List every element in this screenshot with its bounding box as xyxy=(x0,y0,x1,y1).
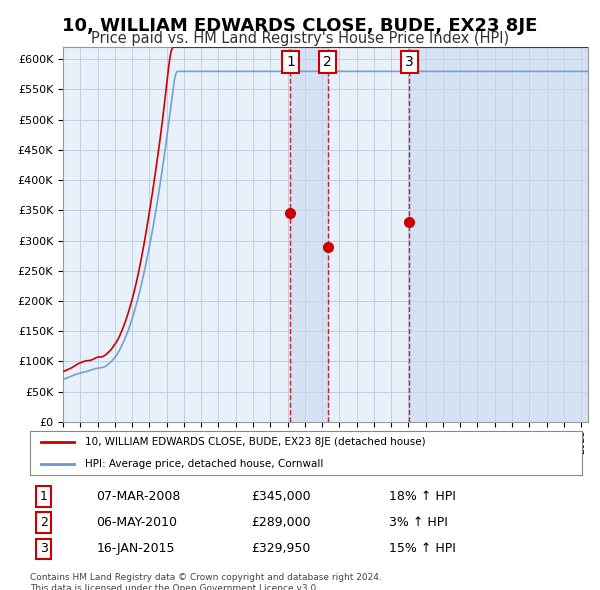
Text: 1: 1 xyxy=(40,490,48,503)
Text: 10, WILLIAM EDWARDS CLOSE, BUDE, EX23 8JE: 10, WILLIAM EDWARDS CLOSE, BUDE, EX23 8J… xyxy=(62,17,538,35)
Text: 10, WILLIAM EDWARDS CLOSE, BUDE, EX23 8JE (detached house): 10, WILLIAM EDWARDS CLOSE, BUDE, EX23 8J… xyxy=(85,437,426,447)
Text: 07-MAR-2008: 07-MAR-2008 xyxy=(96,490,181,503)
Text: 16-JAN-2015: 16-JAN-2015 xyxy=(96,542,175,555)
Text: £345,000: £345,000 xyxy=(251,490,310,503)
Text: HPI: Average price, detached house, Cornwall: HPI: Average price, detached house, Corn… xyxy=(85,459,323,469)
Text: Price paid vs. HM Land Registry's House Price Index (HPI): Price paid vs. HM Land Registry's House … xyxy=(91,31,509,45)
Text: 3% ↑ HPI: 3% ↑ HPI xyxy=(389,516,448,529)
Text: 06-MAY-2010: 06-MAY-2010 xyxy=(96,516,177,529)
Text: 2: 2 xyxy=(323,55,332,69)
Text: Contains HM Land Registry data © Crown copyright and database right 2024.
This d: Contains HM Land Registry data © Crown c… xyxy=(30,573,382,590)
Text: 1: 1 xyxy=(286,55,295,69)
Text: £289,000: £289,000 xyxy=(251,516,310,529)
Text: 3: 3 xyxy=(405,55,413,69)
Text: 18% ↑ HPI: 18% ↑ HPI xyxy=(389,490,455,503)
Bar xyxy=(409,47,588,422)
Text: 15% ↑ HPI: 15% ↑ HPI xyxy=(389,542,455,555)
Text: 3: 3 xyxy=(40,542,48,555)
Text: 2: 2 xyxy=(40,516,48,529)
Text: £329,950: £329,950 xyxy=(251,542,310,555)
Bar xyxy=(290,47,328,422)
